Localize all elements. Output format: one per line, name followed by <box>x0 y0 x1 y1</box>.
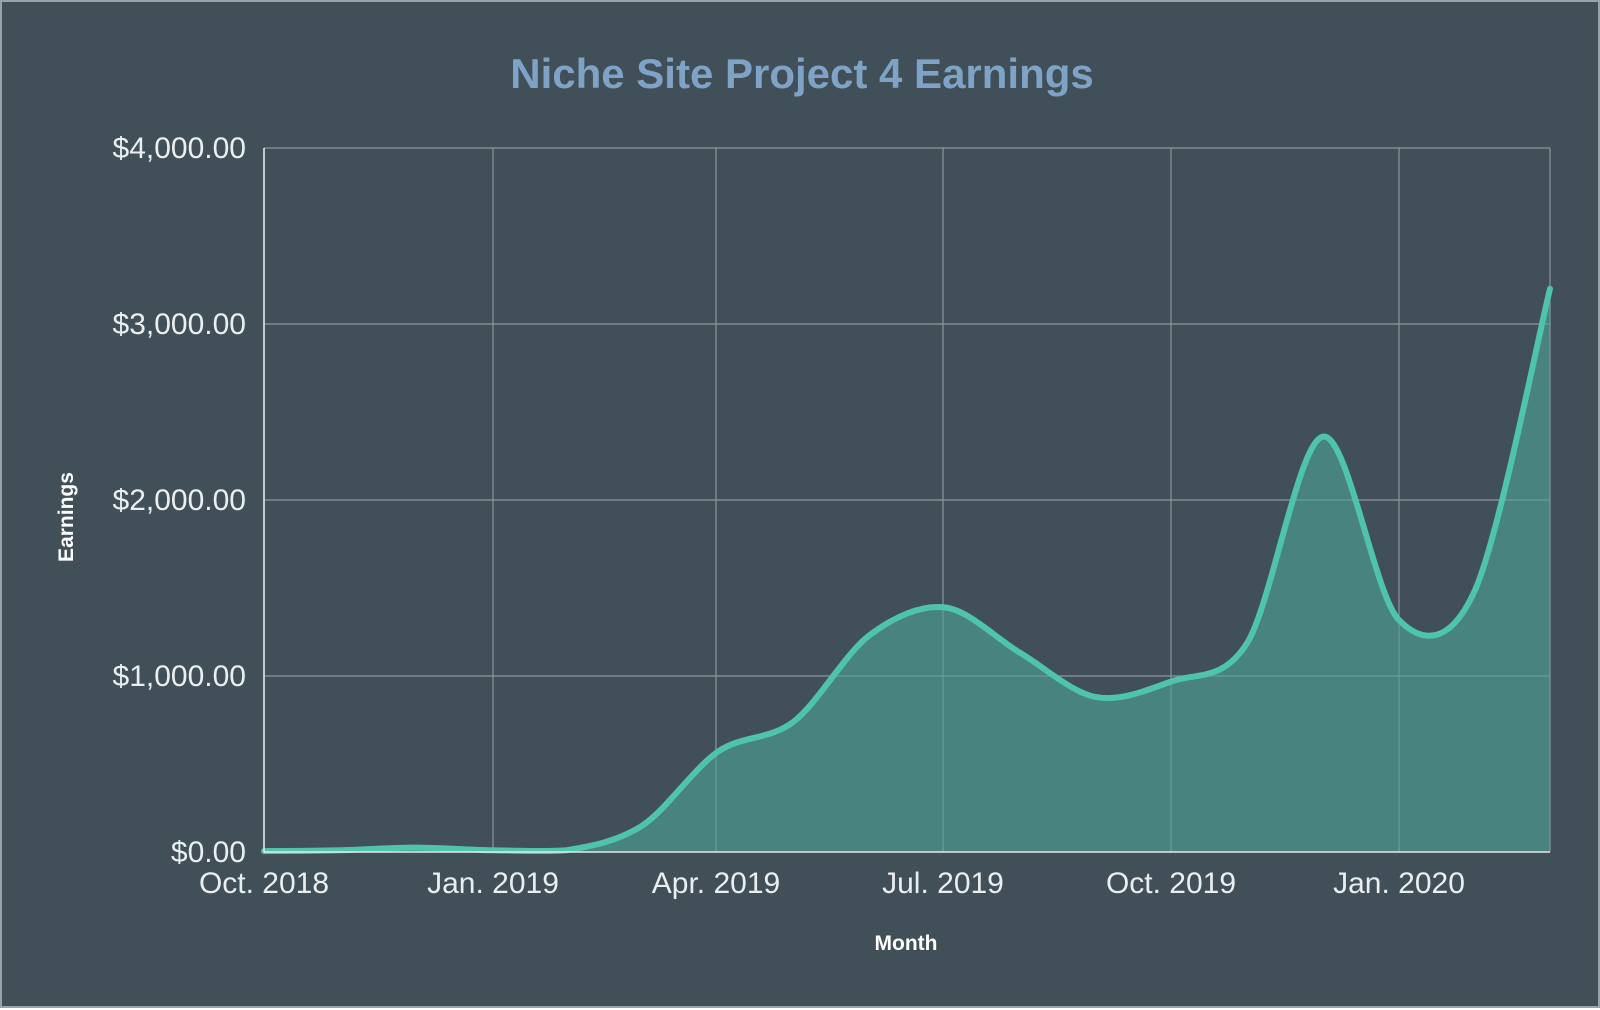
y-axis-title: Earnings <box>55 472 78 562</box>
y-tick-label: $2,000.00 <box>113 484 246 517</box>
x-tick-label: Oct. 2018 <box>199 867 329 900</box>
y-tick-label: $1,000.00 <box>113 660 246 693</box>
chart-title: Niche Site Project 4 Earnings <box>510 50 1094 97</box>
series-line <box>261 285 1553 855</box>
x-axis-title: Month <box>875 932 938 955</box>
x-tick-label: Apr. 2019 <box>652 867 780 900</box>
x-tick-labels: Oct. 2018 Jan. 2019 Apr. 2019 Jul. 2019 Oct.… <box>199 867 1465 900</box>
x-tick-label: Jan. 2019 <box>427 867 559 900</box>
y-tick-label: $4,000.00 <box>113 132 246 165</box>
y-tick-labels: $0.00 $1,000.00 $2,000.00 $3,000.00 $4,000.0… <box>113 132 246 869</box>
x-tick-label: Jul. 2019 <box>882 867 1004 900</box>
axis-layer <box>263 148 1550 853</box>
series-area-fill <box>264 288 1550 852</box>
x-tick-label: Oct. 2019 <box>1106 867 1236 900</box>
y-tick-label: $3,000.00 <box>113 308 246 341</box>
x-tick-label: Jan. 2020 <box>1333 867 1465 900</box>
y-tick-label: $0.00 <box>171 836 246 869</box>
